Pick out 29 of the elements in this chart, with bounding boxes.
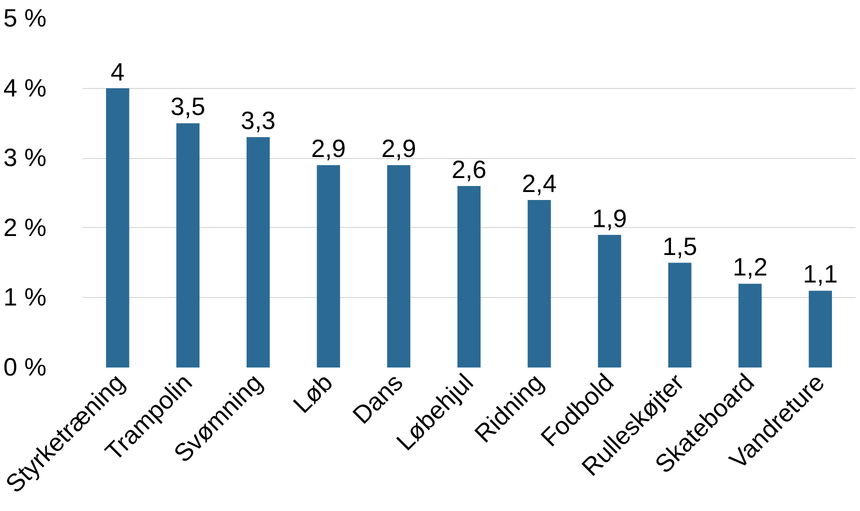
y-tick-label: 2 % bbox=[3, 214, 47, 242]
data-label: 1,1 bbox=[802, 260, 838, 289]
data-label: 2,9 bbox=[381, 135, 416, 164]
data-label: 3,5 bbox=[170, 93, 206, 122]
data-label: 2,6 bbox=[452, 156, 486, 184]
data-label: 1,5 bbox=[662, 232, 698, 261]
bar bbox=[316, 165, 340, 368]
y-tick-label: 0 % bbox=[3, 354, 47, 382]
bar bbox=[668, 262, 692, 368]
data-label: 2,9 bbox=[311, 135, 346, 164]
bar bbox=[457, 186, 481, 368]
data-label: 3,3 bbox=[240, 107, 276, 136]
bar bbox=[738, 284, 762, 368]
bar bbox=[106, 88, 130, 368]
y-tick-label: 4 % bbox=[3, 74, 47, 102]
y-tick-label: 5 % bbox=[3, 4, 47, 32]
y-tick-label: 1 % bbox=[3, 284, 47, 312]
bar bbox=[808, 290, 832, 368]
bar bbox=[598, 234, 622, 368]
bar bbox=[528, 200, 551, 368]
data-label: 1,9 bbox=[592, 204, 627, 233]
y-tick-label: 3 % bbox=[3, 144, 47, 172]
bar bbox=[387, 165, 410, 368]
data-label: 1,2 bbox=[732, 254, 768, 282]
bar bbox=[176, 123, 200, 368]
bar bbox=[246, 137, 270, 368]
data-label: 2,4 bbox=[522, 170, 557, 198]
x-tick-label: Løb bbox=[288, 368, 338, 419]
data-label: 4 bbox=[110, 58, 125, 86]
